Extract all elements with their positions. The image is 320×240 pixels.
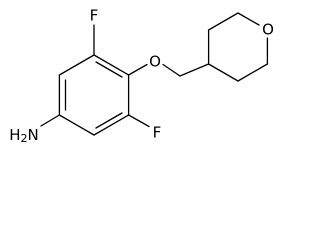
amine-label: H2N	[9, 126, 39, 146]
bond	[127, 114, 150, 128]
bonds	[40, 12, 269, 136]
atom-label: H	[9, 126, 20, 144]
atom-label: N	[28, 126, 39, 144]
bond	[93, 54, 130, 76]
bond	[179, 63, 210, 77]
atom-label: F	[90, 7, 99, 25]
double-bond	[95, 112, 123, 129]
atom-label: F	[153, 124, 162, 142]
atom-label: O	[262, 21, 274, 39]
double-bond	[95, 61, 123, 78]
bond	[40, 114, 61, 127]
bond	[237, 12, 260, 26]
bond	[237, 63, 269, 82]
subscript: 2	[21, 132, 28, 145]
bond	[93, 114, 130, 136]
atom-label: O	[149, 53, 161, 71]
bond	[58, 114, 95, 136]
bond	[58, 54, 95, 76]
bond	[207, 63, 239, 82]
bond	[207, 12, 239, 31]
bond	[162, 63, 181, 77]
bond	[127, 63, 148, 76]
molecule-diagram: F O F O H2N	[9, 7, 274, 146]
